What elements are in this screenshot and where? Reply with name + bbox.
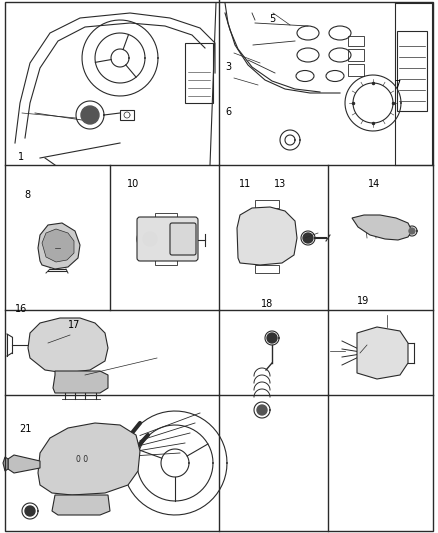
Circle shape xyxy=(81,106,99,124)
Text: 1: 1 xyxy=(18,152,24,162)
Polygon shape xyxy=(357,327,408,379)
Text: 17: 17 xyxy=(68,320,80,330)
FancyBboxPatch shape xyxy=(170,223,196,255)
Text: 18: 18 xyxy=(261,299,273,309)
Text: 3: 3 xyxy=(226,62,232,71)
Text: 6: 6 xyxy=(226,107,232,117)
Text: 13: 13 xyxy=(274,179,286,189)
Bar xyxy=(255,265,279,273)
Polygon shape xyxy=(52,495,110,515)
Polygon shape xyxy=(38,423,140,495)
Polygon shape xyxy=(42,229,74,262)
Text: 8: 8 xyxy=(24,190,30,199)
Text: 11: 11 xyxy=(239,179,251,189)
Text: 10: 10 xyxy=(127,179,139,189)
Bar xyxy=(155,258,177,265)
Bar xyxy=(348,49,364,61)
Polygon shape xyxy=(28,318,108,373)
Text: 0 0: 0 0 xyxy=(76,455,88,464)
Circle shape xyxy=(409,228,415,234)
Circle shape xyxy=(267,333,277,343)
Bar xyxy=(255,200,279,208)
Circle shape xyxy=(25,506,35,516)
Bar xyxy=(397,31,427,111)
Circle shape xyxy=(143,232,157,246)
Text: 14: 14 xyxy=(368,179,380,189)
Polygon shape xyxy=(53,371,108,393)
Polygon shape xyxy=(237,207,297,265)
Text: 21: 21 xyxy=(20,424,32,434)
Bar xyxy=(348,64,364,76)
Circle shape xyxy=(257,405,267,415)
Text: 19: 19 xyxy=(357,296,369,306)
Bar xyxy=(155,213,177,220)
Bar xyxy=(120,110,134,120)
Polygon shape xyxy=(352,215,412,240)
Text: 5: 5 xyxy=(269,14,276,23)
FancyBboxPatch shape xyxy=(137,217,198,261)
Polygon shape xyxy=(3,457,8,471)
Polygon shape xyxy=(38,223,80,269)
Bar xyxy=(185,43,213,103)
Text: 16: 16 xyxy=(15,304,28,314)
Text: 7: 7 xyxy=(394,80,400,90)
Polygon shape xyxy=(8,455,40,473)
Bar xyxy=(348,36,364,46)
Bar xyxy=(45,330,85,360)
Circle shape xyxy=(303,233,313,243)
